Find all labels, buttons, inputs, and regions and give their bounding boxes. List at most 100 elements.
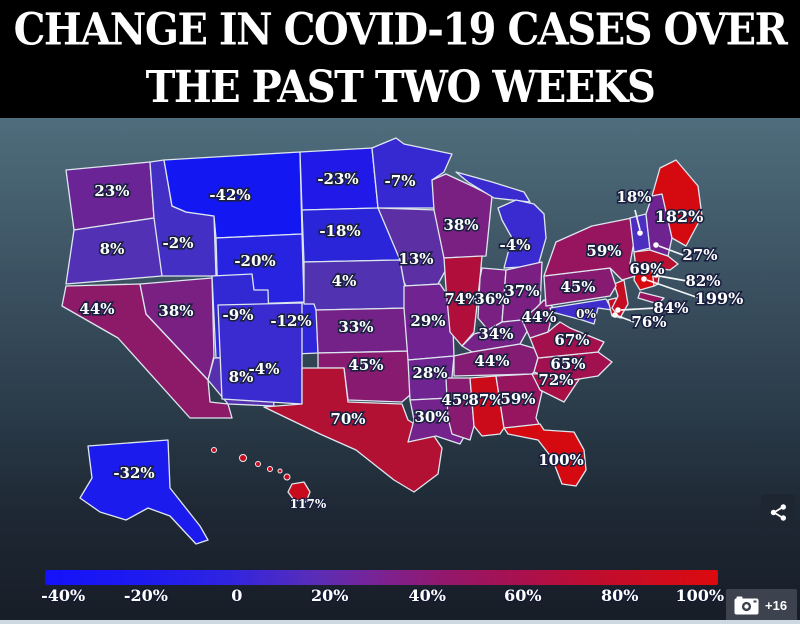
photo-count-label: +16 [765,598,788,613]
legend-tick-label: 20% [310,586,349,605]
state-value-label-AZ: 8% [229,368,254,386]
callout-value-label-DE: 76% [631,313,666,331]
state-value-label-GA: 59% [500,390,535,408]
page-edge-strip [0,620,800,624]
state-value-label-OR: 8% [100,240,125,258]
callout-dot-VT [637,230,643,236]
callout-value-label-VT: 18% [616,188,651,206]
state-value-label-AR: 28% [412,364,447,382]
island-HI [283,473,291,481]
callout-line-VT [634,209,641,231]
state-ME [651,159,703,247]
callout-dot-NJ [615,307,621,313]
state-value-label-ID: -2% [163,234,194,252]
state-value-label-OK: 45% [348,356,383,374]
callout-dot-DE [612,312,618,318]
callout-line-NJ [620,307,657,311]
callout-value-label-NH: 27% [682,246,717,264]
share-button[interactable] [761,494,795,530]
us-choropleth-map: 23%8%44%-2%38%-42%-20%-9% -12%8%-4%-23%-1… [61,137,745,545]
state-value-label-SD: -18% [319,222,360,240]
state-value-label-MO: 29% [410,312,445,330]
state-value-label-SC: 72% [538,371,573,389]
headline-banner: CHANGE IN COVID-19 CASES OVER THE PAST TW… [0,0,800,118]
state-AK [79,439,209,545]
callout-value-label-NJ: 84% [653,299,688,317]
legend-tick-label: -40% [41,586,86,605]
state-MD [549,298,613,325]
legend-tick-label: 0 [231,586,243,605]
state-value-label-MA: 69% [629,260,664,278]
state-value-label-LA: 30% [414,408,449,426]
state-value-label-MT: -42% [209,186,250,204]
state-MN [371,137,453,209]
share-icon [770,503,786,521]
state-value-label-WA: 23% [94,182,129,200]
callout-dot-CT [641,276,647,282]
state-value-label-CA: 44% [79,300,114,318]
state-value-label-MD: 0% [576,307,596,321]
state-value-label-ME: 182% [655,207,704,226]
state-value-label-FL: 100% [538,451,584,469]
callout-line-DE [617,315,635,323]
state-value-label-WI: 38% [443,216,478,234]
state-value-label-WY: -20% [234,252,275,270]
legend-gradient-bar [45,570,718,585]
state-NE [303,259,411,311]
state-value-label-AK: -32% [113,464,154,482]
state-value-label-KY: 34% [478,325,513,343]
state-value-label-AL: 87% [468,391,503,409]
state-value-label-MI: -4% [500,236,531,254]
state-VA [529,321,605,359]
legend-tick-labels: -40% -20% 0 20% 40% 60% 80% 100% [41,586,724,610]
state-value-label-MN: -7% [385,172,416,190]
camera-icon [734,596,759,615]
island-HI [267,466,273,472]
state-value-label-IN: 36% [474,290,509,308]
state-value-label-WV: 44% [521,308,556,326]
callout-line-NH [658,245,684,256]
state-value-label-KS: 33% [338,318,373,336]
legend-tick-label: 80% [601,586,639,605]
state-MI [497,199,547,269]
state-value-label-TN: 44% [474,352,509,370]
photo-gallery-badge[interactable]: +16 [726,589,797,622]
callout-dot-RI [653,272,659,278]
state-value-label-VA: 67% [554,331,589,349]
state-HI [287,481,311,503]
state-FL [503,423,587,487]
callout-line-RI [658,275,688,282]
state-MI [455,171,531,203]
state-value-label-NC: 65% [550,355,585,373]
state-value-label-NV: 38% [158,302,193,320]
legend-tick-label: 60% [504,586,542,605]
island-HI [239,454,247,462]
state-value-label-IA: 13% [398,250,433,268]
state-value-label-NM: -4% [249,360,280,378]
state-value-label-PA: 45% [560,278,595,296]
callout-line-CT [646,279,700,299]
state-value-label-MS: 45% [441,391,476,409]
state-value-label-OH: 37% [504,282,539,300]
state-value-label-ND: -23% [317,170,358,188]
island-HI [255,461,261,467]
island-HI [211,447,217,453]
legend-tick-label: 40% [408,586,446,605]
state-value-label-NY: 59% [586,242,621,260]
state-WI [431,173,493,259]
state-value-label-UT: -9% [223,306,254,324]
callout-value-label-CT: 199% [695,289,744,308]
state-TX [263,367,443,493]
state-value-label-CO: -12% [270,312,311,330]
page-title: CHANGE IN COVID-19 CASES OVER THE PAST TW… [13,3,788,113]
legend-tick-label: 100% [675,586,725,605]
island-HI [277,468,283,474]
state-value-label-TX: 70% [330,410,365,428]
state-IL [443,255,483,347]
callout-value-label-RI: 82% [685,272,720,290]
state-LI [637,291,665,305]
state-value-label-IL: 74% [444,290,479,308]
legend-tick-label: -20% [123,586,168,605]
state-value-label-NE: 4% [332,272,357,290]
callout-dot-NH [653,242,659,248]
